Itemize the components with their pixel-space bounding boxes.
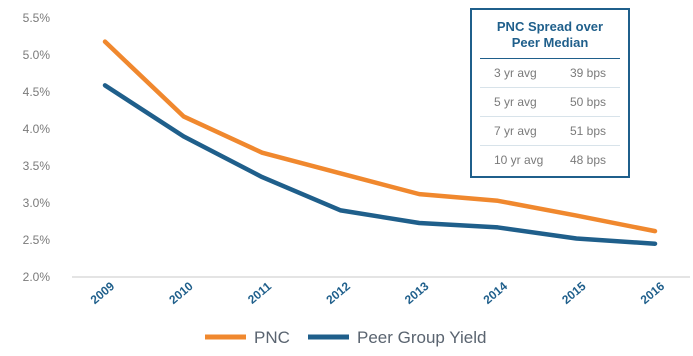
series-lines — [102, 39, 658, 246]
spread-row-value: 39 bps — [569, 66, 606, 80]
spread-table: PNC Spread over Peer Median 3 yr avg 39 … — [470, 8, 630, 178]
spread-row-label: 5 yr avg — [494, 95, 537, 109]
spread-row-label: 10 yr avg — [494, 153, 544, 167]
legend-label: PNC — [254, 328, 290, 347]
spread-row-value: 51 bps — [569, 124, 606, 138]
spread-title-line2: Peer Median — [511, 35, 589, 50]
y-tick-label: 2.0% — [23, 270, 51, 284]
x-tick-label: 2009 — [88, 279, 118, 307]
x-tick-label: 2011 — [245, 279, 274, 307]
y-tick-label: 5.5% — [23, 11, 51, 25]
spread-row: 5 yr avg 50 bps — [480, 88, 620, 117]
y-tick-label: 4.0% — [23, 122, 51, 136]
spread-row: 10 yr avg 48 bps — [480, 146, 620, 174]
series-line — [102, 39, 658, 234]
x-tick-label: 2012 — [323, 279, 353, 307]
spread-title-line1: PNC Spread over — [496, 19, 604, 34]
spread-row-label: 7 yr avg — [494, 124, 537, 138]
spread-table-title: PNC Spread over Peer Median — [480, 10, 620, 59]
x-tick-label: 2015 — [559, 279, 589, 307]
y-tick-label: 2.5% — [23, 233, 51, 247]
spread-row-value: 48 bps — [569, 153, 606, 167]
y-tick-label: 3.5% — [23, 159, 51, 173]
x-tick-label: 2010 — [166, 279, 196, 307]
legend-label: Peer Group Yield — [357, 328, 486, 347]
y-tick-label: 5.0% — [23, 48, 51, 62]
spread-row-value: 50 bps — [569, 95, 606, 109]
y-tick-label: 4.5% — [23, 85, 51, 99]
x-tick-label: 2013 — [402, 279, 432, 307]
y-axis: 2.0% 2.5% 3.0% 3.5% 4.0% 4.5% 5.0% 5.5% — [23, 11, 51, 284]
spread-row-label: 3 yr avg — [494, 66, 537, 80]
y-tick-label: 3.0% — [23, 196, 51, 210]
x-tick-label: 2016 — [638, 279, 668, 307]
legend: PNC Peer Group Yield — [205, 328, 486, 347]
x-axis: 2009 2010 2011 2012 2013 2014 2015 2016 — [88, 279, 668, 307]
series-line — [102, 83, 658, 246]
spread-row: 7 yr avg 51 bps — [480, 117, 620, 146]
x-tick-label: 2014 — [481, 279, 511, 307]
spread-row: 3 yr avg 39 bps — [480, 59, 620, 88]
